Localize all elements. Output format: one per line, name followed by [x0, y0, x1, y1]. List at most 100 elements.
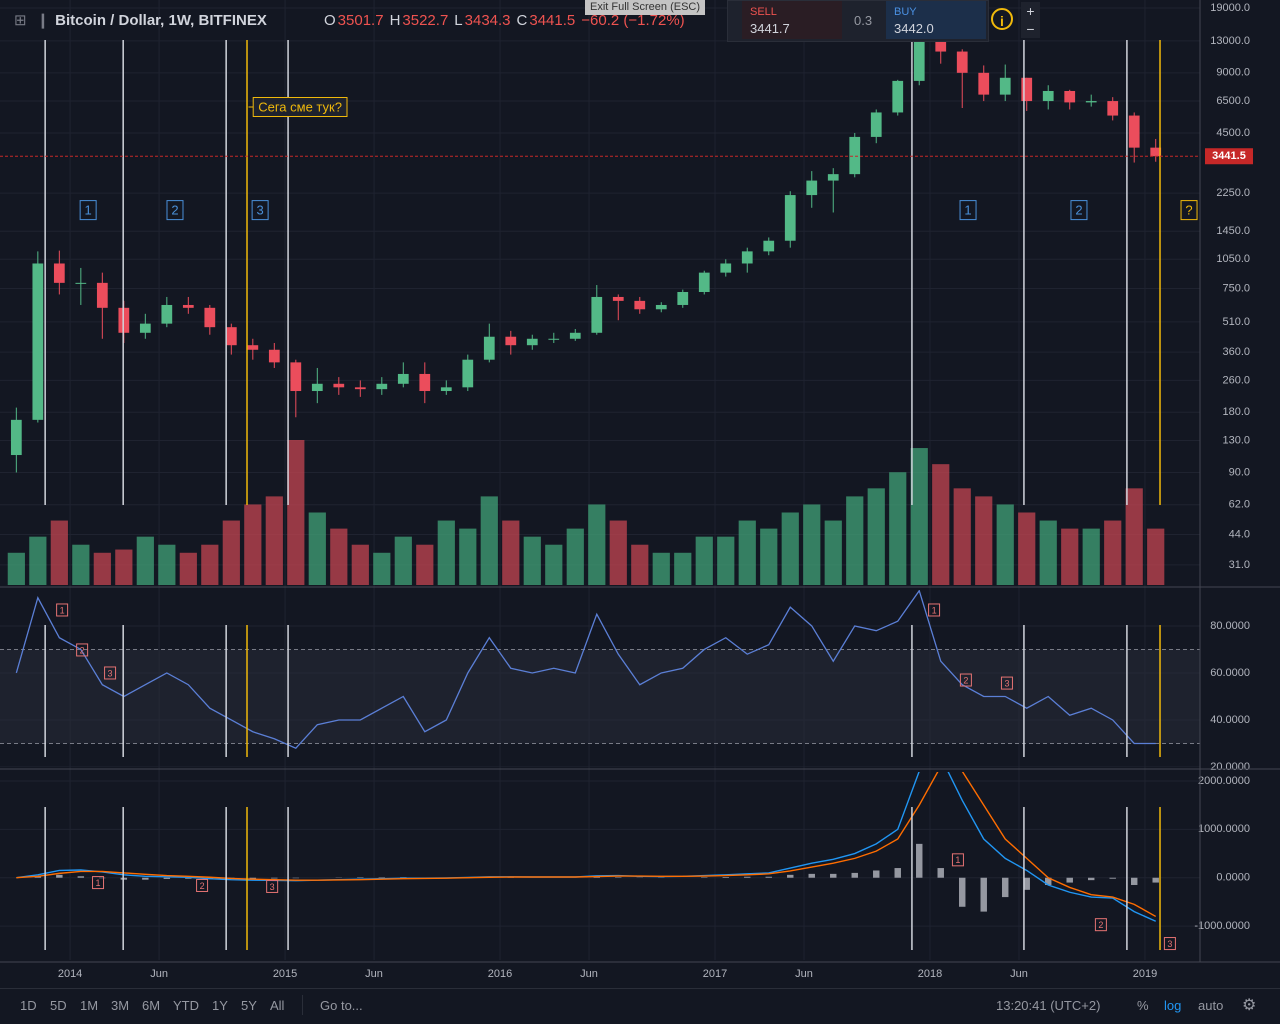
candle-body — [612, 296, 624, 301]
candle-body — [1085, 101, 1097, 103]
percent-button[interactable]: % — [1137, 998, 1149, 1013]
range-button[interactable]: YTD — [173, 998, 199, 1013]
range-button[interactable]: 5D — [50, 998, 67, 1013]
rsi-line — [15, 590, 1156, 749]
range-button[interactable]: 6M — [142, 998, 161, 1013]
volume-bar — [201, 544, 219, 585]
info-button[interactable]: i — [991, 8, 1013, 30]
annotation-box — [92, 876, 105, 890]
candle-body — [290, 362, 302, 392]
range-button[interactable]: 5Y — [241, 998, 257, 1013]
pane — [0, 7, 1200, 585]
annotation-label: ? — [1185, 203, 1192, 218]
candle-body — [182, 304, 194, 308]
candle-body — [978, 72, 990, 95]
candle-body — [677, 291, 689, 305]
histogram-bar — [1109, 877, 1116, 879]
histogram-bar — [271, 877, 278, 879]
sell-button[interactable]: SELL 3441.7 — [742, 1, 842, 39]
range-button[interactable]: 1D — [20, 998, 37, 1013]
band — [0, 649, 1200, 744]
collapse-icon[interactable]: ❙ — [36, 12, 50, 29]
y-tick-label: 260.0 — [1222, 374, 1250, 386]
volume-bar — [781, 512, 799, 585]
x-tick-label: Jun — [365, 968, 383, 980]
chart: 2014 Jun 2015 Jun 2016 Jun 2017 Jun 2018 Jun 2019 1… — [0, 0, 1280, 988]
volume-bar — [609, 520, 627, 585]
annotation-box — [196, 878, 209, 892]
volume-bar — [1147, 528, 1165, 585]
y-tick-label: 31.0 — [1229, 559, 1250, 571]
candle-body — [655, 304, 667, 310]
pane — [0, 772, 1200, 927]
buy-button[interactable]: BUY 3442.0 — [886, 1, 986, 39]
annotation-label: 2 — [200, 881, 205, 891]
range-button[interactable]: 3M — [111, 998, 130, 1013]
volume-bar — [846, 496, 864, 585]
histogram-bar — [894, 868, 901, 878]
volume-bar — [631, 544, 649, 585]
y-tick-label: 0.0000 — [1216, 872, 1250, 884]
volume-bar — [996, 504, 1014, 585]
annotation-box — [1070, 200, 1088, 221]
annotation-box — [104, 666, 117, 680]
annotation-box — [76, 643, 89, 657]
zoom-buttons[interactable]: + − — [1021, 2, 1040, 38]
histogram-bar — [1130, 877, 1138, 885]
candle-body — [720, 263, 732, 273]
settings-button[interactable]: ⚙ — [1242, 997, 1257, 1014]
annotation-label: 2 — [1075, 203, 1082, 218]
volume-bar — [72, 544, 90, 585]
histogram-bar — [765, 876, 772, 878]
x-tick-label: Jun — [795, 968, 813, 980]
add-icon[interactable]: ⊞ — [14, 12, 27, 29]
symbol-title[interactable]: Bitcoin / Dollar, 1W, BITFINEX — [55, 11, 267, 29]
range-button[interactable]: 1Y — [212, 998, 228, 1013]
volume-bar — [674, 552, 692, 585]
y-tick-label: 9000.0 — [1216, 67, 1250, 79]
histogram-bar — [722, 877, 729, 878]
candle-body — [376, 383, 388, 390]
y-tick-label: 44.0 — [1229, 528, 1250, 540]
buy-label: BUY — [894, 6, 917, 18]
volume-bar — [953, 488, 971, 585]
histogram-bar — [744, 876, 751, 878]
volume-bar — [566, 528, 584, 585]
y-tick-label: 360.0 — [1222, 346, 1250, 358]
annotation-label: Сега сме тук? — [258, 99, 342, 114]
candle-body — [763, 240, 775, 252]
goto-button[interactable]: Go to... — [320, 998, 363, 1013]
annotation-label: 3 — [257, 203, 264, 218]
volume-bar — [459, 528, 477, 585]
sell-label: SELL — [750, 6, 777, 18]
volume-bar — [889, 472, 907, 585]
candle-body — [225, 327, 237, 346]
auto-button[interactable]: auto — [1198, 998, 1224, 1013]
annotation-box — [959, 200, 977, 221]
y-tick-label: 1000.0000 — [1198, 823, 1250, 835]
range-button[interactable]: 1M — [80, 998, 99, 1013]
candle-body — [741, 251, 753, 264]
volume-bar — [308, 512, 326, 585]
volume-bar — [1061, 528, 1079, 585]
candle-body — [569, 332, 581, 339]
chart-background — [0, 0, 1280, 988]
histogram-bar — [937, 868, 944, 878]
x-tick-label: 2018 — [918, 968, 942, 980]
x-tick-label: Jun — [1010, 968, 1028, 980]
histogram-bar — [808, 873, 815, 878]
ohlc-label: H — [389, 11, 401, 29]
volume-bar — [932, 464, 950, 585]
histogram-bar — [1087, 877, 1095, 881]
spread: 0.3 — [854, 13, 873, 28]
volume-bar — [803, 504, 821, 585]
annotation-box — [959, 673, 972, 687]
y-tick-label: -1000.0000 — [1194, 920, 1250, 932]
volume-bar — [1125, 488, 1143, 585]
volume-bar — [265, 496, 283, 585]
y-tick-label: 510.0 — [1222, 316, 1250, 328]
log-button[interactable]: log — [1164, 998, 1182, 1013]
range-button[interactable]: All — [270, 998, 285, 1013]
candle-body — [161, 304, 173, 324]
